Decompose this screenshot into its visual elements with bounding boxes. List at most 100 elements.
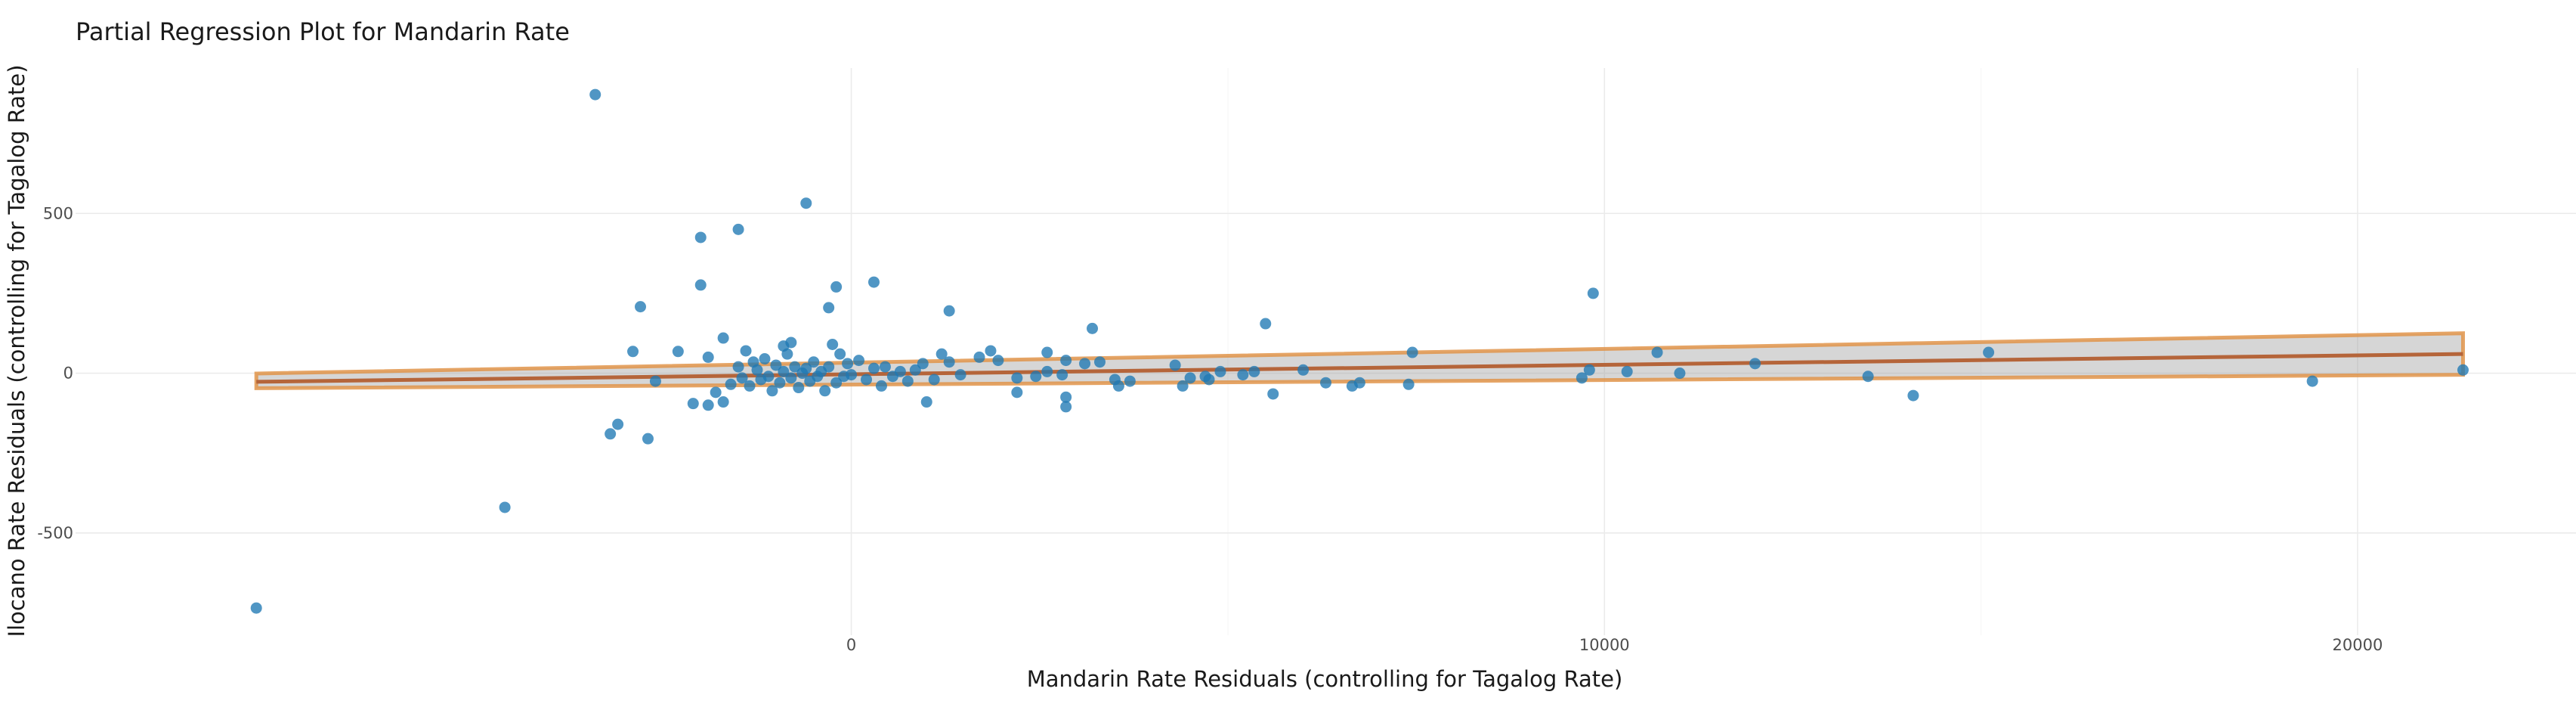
scatter-point (823, 302, 835, 314)
scatter-point (1011, 372, 1023, 384)
scatter-point (830, 281, 843, 293)
scatter-point (702, 351, 714, 363)
x-tick-label: 10000 (1579, 636, 1630, 654)
scatter-point (943, 305, 955, 317)
scatter-point (732, 223, 744, 235)
scatter-point (1112, 380, 1124, 392)
y-axis-ticks: -500 0 500 (37, 204, 73, 542)
scatter-point (943, 356, 955, 368)
scatter-point (642, 433, 654, 445)
scatter-point (827, 338, 839, 350)
scatter-point (1041, 346, 1053, 358)
y-tick-label: 0 (63, 364, 73, 383)
x-tick-label: 0 (846, 636, 856, 654)
scatter-point (834, 348, 846, 360)
scatter-point (1011, 386, 1023, 399)
scatter-point (800, 197, 812, 209)
scatter-point (751, 364, 763, 376)
scatter-point (846, 369, 858, 381)
scatter-point (928, 374, 940, 386)
fit-line-layer (256, 352, 2463, 384)
scatter-point (909, 364, 921, 376)
scatter-point (1297, 364, 1310, 376)
scatter-point (770, 359, 782, 371)
scatter-point (867, 276, 880, 288)
scatter-point (694, 279, 707, 291)
scatter-points (250, 88, 2469, 614)
scatter-point (1124, 375, 1136, 387)
scatter-point (901, 375, 914, 387)
scatter-point (1237, 369, 1249, 381)
scatter-point (710, 386, 722, 399)
scatter-point (717, 396, 729, 408)
scatter-point (973, 351, 985, 363)
scatter-point (612, 418, 624, 430)
y-tick-label: -500 (37, 524, 73, 542)
scatter-point (1260, 318, 1272, 330)
scatter-point (1267, 388, 1279, 400)
scatter-point (1060, 401, 1072, 413)
scatter-point (1214, 365, 1226, 377)
scatter-point (1169, 359, 1181, 371)
scatter-point (935, 348, 948, 360)
scatter-point (1621, 365, 1633, 377)
scatter-point (920, 396, 932, 408)
scatter-point (808, 356, 820, 368)
chart-title: Partial Regression Plot for Mandarin Rat… (76, 17, 570, 46)
scatter-point (759, 353, 771, 365)
scatter-point (1862, 371, 1874, 383)
scatter-point (732, 361, 744, 373)
scatter-point (672, 346, 684, 358)
grid-lines (76, 68, 2576, 635)
scatter-point (781, 348, 793, 360)
scatter-point (819, 385, 831, 397)
x-axis-label: Mandarin Rate Residuals (controlling for… (1027, 666, 1623, 692)
scatter-point (853, 355, 865, 367)
scatter-point (1402, 378, 1415, 390)
scatter-point (635, 301, 647, 313)
scatter-point (1079, 358, 1091, 370)
scatter-point (985, 345, 997, 357)
scatter-point (1907, 389, 1919, 402)
scatter-point (499, 501, 511, 513)
scatter-point (1583, 364, 1595, 376)
scatter-point (917, 358, 929, 370)
scatter-point (1406, 346, 1418, 358)
scatter-point (992, 355, 1004, 367)
scatter-point (1177, 380, 1189, 392)
scatter-point (842, 358, 854, 370)
scatter-point (1030, 371, 1042, 383)
scatter-point (1651, 346, 1663, 358)
scatter-point (1184, 372, 1196, 384)
y-tick-label: 500 (43, 204, 73, 222)
scatter-point (774, 377, 786, 389)
scatter-point (725, 378, 737, 390)
scatter-point (744, 380, 756, 392)
scatter-point (789, 361, 801, 373)
scatter-point (605, 428, 617, 440)
scatter-point (830, 377, 843, 389)
y-axis-label: Ilocano Rate Residuals (controlling for … (4, 64, 29, 637)
scatter-point (1060, 355, 1072, 367)
scatter-point (2457, 364, 2469, 376)
scatter-point (687, 398, 699, 410)
scatter-point (1983, 346, 1995, 358)
scatter-point (875, 380, 887, 392)
scatter-point (793, 382, 805, 394)
scatter-point (766, 385, 778, 397)
scatter-point (1060, 391, 1072, 403)
scatter-point (823, 361, 835, 373)
scatter-point (800, 362, 812, 374)
scatter-point (1203, 374, 1215, 386)
scatter-point (867, 362, 880, 374)
scatter-point (250, 602, 262, 614)
scatter-point (2306, 375, 2318, 387)
scatter-point (736, 372, 748, 384)
scatter-point (1320, 377, 1331, 389)
scatter-point (1587, 287, 1599, 299)
scatter-point (785, 372, 797, 384)
scatter-point (778, 365, 790, 377)
scatter-point (1674, 368, 1686, 380)
scatter-point (649, 375, 661, 387)
